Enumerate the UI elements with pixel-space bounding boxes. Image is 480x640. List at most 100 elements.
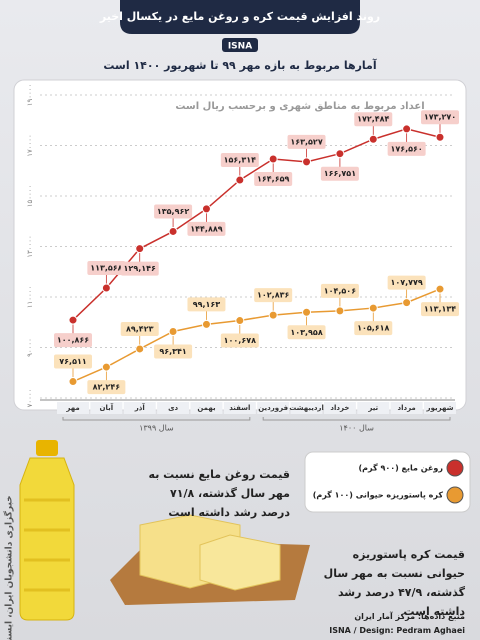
value-label-box <box>87 260 126 275</box>
y-tick-label: ۱۱۰۰۰۰ <box>26 286 34 309</box>
x-tick-box <box>57 402 89 414</box>
point <box>135 244 145 254</box>
year-bracket <box>262 417 451 421</box>
bottle <box>19 457 75 621</box>
value-label-box <box>120 321 159 336</box>
point <box>201 204 211 214</box>
y-tick-label: ۱۳۰۰۰۰ <box>26 235 34 258</box>
chart-note: اعداد مربوط به مناطق شهری و برحسب ریال ا… <box>175 101 424 112</box>
value-label-box <box>220 153 259 168</box>
point <box>435 132 445 142</box>
value-label: ۱۲۹,۱۴۶ <box>124 264 156 273</box>
value-label-box <box>54 333 92 348</box>
value-label-box <box>320 166 359 181</box>
title-banner <box>120 0 360 34</box>
point <box>402 124 412 134</box>
value-label-box <box>287 134 326 149</box>
y-tick-label: ۱۷۰۰۰۰ <box>26 134 34 157</box>
x-tick-label: تیر <box>367 404 378 412</box>
point <box>235 316 245 326</box>
x-tick-box <box>157 402 190 414</box>
year-label: سال ۱۴۰۰ <box>339 424 374 433</box>
y-tick-label: ۷۰۰۰۰ <box>26 389 34 408</box>
point <box>368 134 378 144</box>
x-tick-box <box>357 402 390 414</box>
legend-label: کره پاستوریزه حیوانی (۱۰۰ گرم) <box>313 490 444 500</box>
value-label-box <box>254 288 293 303</box>
point <box>335 306 345 316</box>
watermark: خبرگزاری دانشجویان ایران، ایسنا <box>4 495 15 640</box>
value-label: ۹۶,۳۴۱ <box>159 347 186 356</box>
x-tick-label: مهر <box>65 404 79 412</box>
value-label: ۱۷۶,۵۶۰ <box>390 144 422 153</box>
point <box>335 149 345 159</box>
x-tick-box <box>290 402 323 414</box>
value-label-box <box>421 110 459 125</box>
x-tick-box <box>123 402 156 414</box>
value-label: ۹۹,۱۶۳ <box>193 300 221 309</box>
series-line <box>72 128 441 321</box>
value-label: ۷۶,۵۱۱ <box>59 357 86 366</box>
value-label: ۱۷۳,۲۷۰ <box>424 113 456 122</box>
year-bracket <box>62 417 251 421</box>
x-tick-label: مرداد <box>397 404 415 412</box>
point <box>368 303 378 313</box>
point <box>68 315 78 325</box>
x-tick-label: دی <box>168 404 178 412</box>
title: روند افزایش قیمت کره و روغن مایع در یکسا… <box>99 10 380 23</box>
bottle-cap <box>36 440 58 456</box>
x-tick-box <box>424 402 456 414</box>
point <box>101 362 111 372</box>
value-label-box <box>254 171 293 186</box>
oil-note: قیمت روغن مایع نسبت به مهر سال گذشته، ۷۱… <box>148 468 290 519</box>
x-tick-label: آبان <box>100 403 114 412</box>
legend-label: روغن مایع (۹۰۰ گرم) <box>359 463 444 473</box>
value-label-box <box>421 302 459 317</box>
subtitle: آمارها مربوط به بازه مهر ۹۹ تا شهریور ۱۴… <box>103 58 376 72</box>
value-label-box <box>154 204 193 219</box>
legend-swatch <box>446 486 464 504</box>
x-tick-box <box>190 402 223 414</box>
point <box>68 377 78 387</box>
point <box>235 175 245 185</box>
value-label: ۱۵۶,۳۱۴ <box>224 156 256 165</box>
value-label: ۱۰۰,۶۷۸ <box>224 336 256 345</box>
value-label-box <box>287 325 326 340</box>
butter-slice <box>199 534 281 591</box>
y-tick-label: ۱۹۰۰۰۰ <box>26 84 34 107</box>
value-label: ۱۶۳,۵۲۷ <box>290 137 322 146</box>
value-label-box <box>354 321 393 336</box>
x-tick-box <box>223 402 256 414</box>
point <box>268 310 278 320</box>
point <box>302 307 312 317</box>
x-tick-label: اردیبهشت <box>289 404 324 412</box>
point <box>302 157 312 167</box>
value-label: ۱۰۲,۸۳۶ <box>257 291 289 300</box>
value-label-box <box>87 380 126 395</box>
value-label: ۸۹,۴۲۳ <box>126 324 154 333</box>
value-label-box <box>354 112 393 127</box>
x-tick-label: خرداد <box>330 404 349 412</box>
value-label-box <box>187 221 226 236</box>
x-tick-label: اسفند <box>229 404 250 412</box>
point <box>135 344 145 354</box>
point <box>201 319 211 329</box>
legend-swatch <box>446 459 464 477</box>
value-label-box <box>54 354 92 369</box>
x-tick-box <box>323 402 356 414</box>
value-label: ۱۶۴,۶۵۹ <box>257 174 289 183</box>
point <box>435 284 445 294</box>
value-label: ۱۰۰,۸۶۶ <box>57 336 89 345</box>
value-label: ۱۰۳,۹۵۸ <box>290 328 322 337</box>
year-label: سال ۱۳۹۹ <box>139 424 174 433</box>
point <box>402 298 412 308</box>
butter-note: قیمت کره پاستوریزه حیوانی نسبت به مهر سا… <box>323 548 465 618</box>
x-tick-label: فروردین <box>258 404 288 412</box>
value-label-box <box>120 261 159 276</box>
point <box>168 226 178 236</box>
y-tick-label: ۹۰۰۰۰ <box>26 338 34 357</box>
value-label: ۱۷۲,۴۸۴ <box>357 115 389 124</box>
value-label: ۱۰۴,۵۰۶ <box>324 286 356 295</box>
